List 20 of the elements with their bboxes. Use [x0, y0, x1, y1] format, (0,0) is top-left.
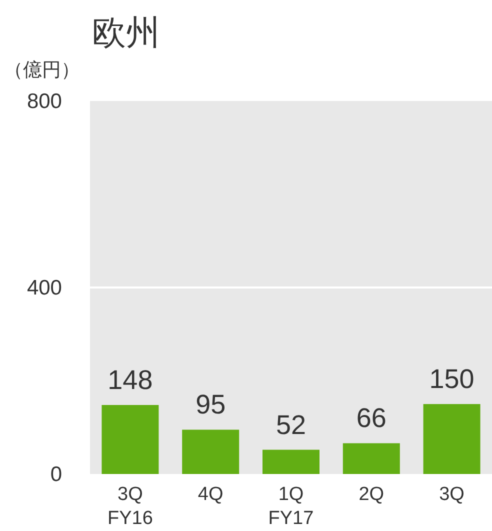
data-label: 148 [108, 364, 153, 395]
bar [182, 430, 240, 474]
bar [102, 404, 159, 474]
chart-title: 欧州 [92, 14, 160, 52]
x-tick-label: 1Q FY17 [268, 484, 314, 529]
data-label: 95 [196, 390, 226, 420]
bar [342, 443, 400, 474]
data-label: 52 [276, 410, 306, 440]
x-tick-label: 3Q [439, 484, 464, 505]
x-tick-label: 2Q [358, 484, 384, 505]
x-tick-label: 4Q [198, 484, 224, 505]
y-axis-title: （億円） [4, 60, 80, 81]
bar [423, 404, 480, 474]
x-tick-label: 3Q FY16 [107, 484, 153, 529]
y-tick-label: 0 [50, 463, 62, 486]
bar [262, 450, 320, 474]
data-label: 150 [429, 364, 474, 394]
data-label: 66 [356, 403, 386, 434]
y-tick-label: 400 [26, 276, 62, 300]
y-tick-label: 800 [26, 90, 62, 113]
